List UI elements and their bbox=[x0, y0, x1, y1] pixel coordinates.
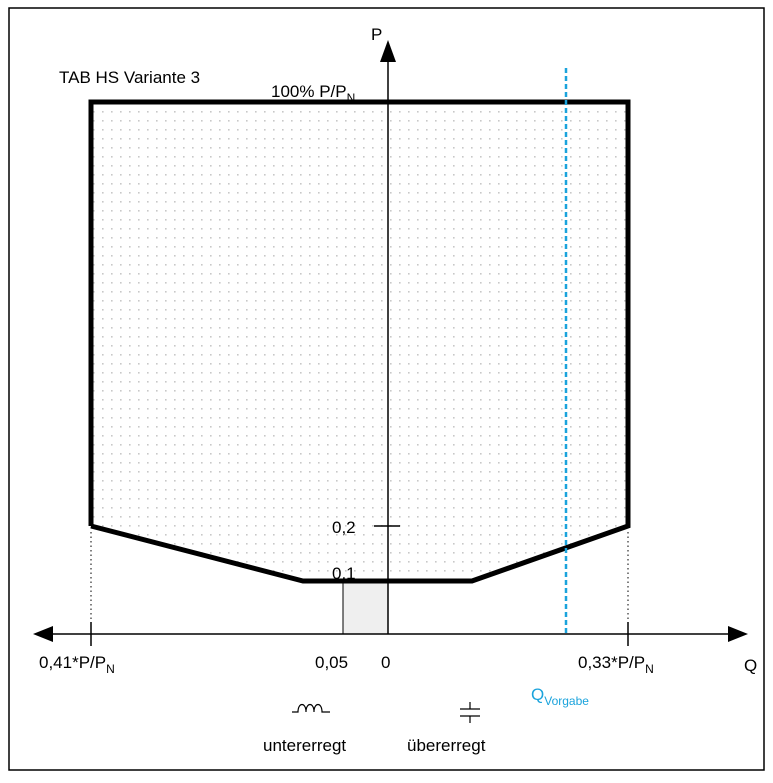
q-axis-arrow-right bbox=[728, 626, 748, 642]
q-axis-arrow-left bbox=[33, 626, 53, 642]
label-01: 0,1 bbox=[332, 564, 356, 583]
p-axis-arrow-up bbox=[380, 40, 396, 62]
axis-p-label: P bbox=[371, 25, 382, 44]
label-right-limit: 0,33*P/PN bbox=[578, 653, 654, 676]
axis-q-label: Q bbox=[744, 656, 757, 675]
inductor-icon bbox=[292, 703, 330, 713]
small-region-box bbox=[342, 580, 389, 635]
label-qvorgabe: QVorgabe bbox=[531, 685, 589, 708]
operating-area-outline bbox=[88, 99, 631, 584]
label-100-percent: 100% P/PN bbox=[271, 82, 355, 105]
label-uebererregt: übererregt bbox=[407, 736, 486, 755]
label-005: 0,05 bbox=[315, 653, 348, 672]
label-zero: 0 bbox=[381, 653, 390, 672]
label-untererregt: untererregt bbox=[263, 736, 346, 755]
capacitor-icon bbox=[460, 702, 480, 723]
label-left-limit: 0,41*P/PN bbox=[39, 653, 115, 676]
operating-area-fill bbox=[91, 102, 628, 581]
outer-frame bbox=[8, 7, 765, 771]
diagram-title: TAB HS Variante 3 bbox=[59, 68, 200, 87]
label-02: 0,2 bbox=[332, 518, 356, 537]
